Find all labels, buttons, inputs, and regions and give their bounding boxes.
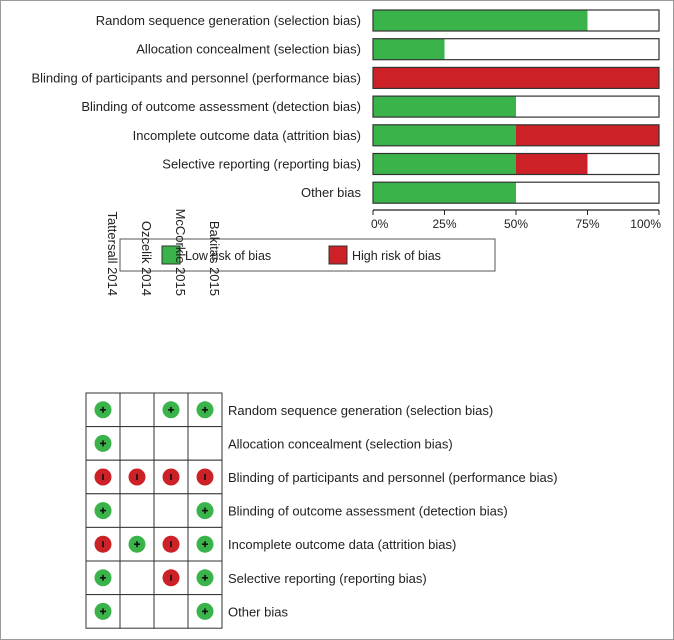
legend-swatch-high xyxy=(328,245,348,265)
x-tick-label: 100% xyxy=(630,217,661,231)
domain-label: Random sequence generation (selection bi… xyxy=(228,403,493,418)
study-name: Bakitas 2015 xyxy=(207,221,222,296)
bar-category-label: Allocation concealment (selection bias) xyxy=(136,42,361,57)
legend-box xyxy=(119,238,496,272)
bar-category-label: Blinding of participants and personnel (… xyxy=(31,70,361,85)
low-risk-bar xyxy=(373,153,516,175)
grid-cell xyxy=(119,594,155,629)
domain-label: Other bias xyxy=(228,604,288,619)
bar-outline xyxy=(372,124,660,147)
bar-outline xyxy=(372,38,660,61)
high-risk-bar xyxy=(516,153,588,175)
x-tick-label: 25% xyxy=(432,217,456,231)
domain-label: Allocation concealment (selection bias) xyxy=(228,436,453,451)
bar-category-label: Random sequence generation (selection bi… xyxy=(96,13,361,28)
low-risk-bar xyxy=(373,10,588,31)
bar-outline xyxy=(372,66,660,90)
bar-category-label: Selective reporting (reporting bias) xyxy=(162,157,361,172)
low-risk-bar xyxy=(373,182,516,204)
bar-category-label: Other bias xyxy=(301,185,361,200)
bar-category-label: Blinding of outcome assessment (detectio… xyxy=(81,99,361,114)
high-risk-bar xyxy=(373,67,659,89)
grid-cell xyxy=(153,493,189,528)
bar-outline xyxy=(372,95,660,118)
low-risk-bar xyxy=(373,96,516,118)
grid-cell xyxy=(119,560,155,596)
grid-cell xyxy=(119,392,155,428)
bar-category-label: Incomplete outcome data (attrition bias) xyxy=(133,128,361,143)
study-name: Ozcelik 2014 xyxy=(139,221,154,296)
high-risk-bar xyxy=(516,124,659,146)
legend-label-low: Low risk of bias xyxy=(185,249,271,263)
grid-cell xyxy=(153,426,189,461)
low-risk-bar xyxy=(373,38,445,60)
legend-swatch-low xyxy=(161,245,181,265)
low-risk-bar xyxy=(373,124,516,146)
domain-label: Incomplete outcome data (attrition bias) xyxy=(228,537,456,552)
domain-label: Blinding of outcome assessment (detectio… xyxy=(228,504,508,519)
x-tick-label: 50% xyxy=(504,217,528,231)
x-tick-label: 75% xyxy=(575,217,599,231)
x-tick-label: 0% xyxy=(371,217,389,231)
grid-cell xyxy=(119,426,155,461)
grid-cell xyxy=(153,594,189,629)
grid-cell xyxy=(187,426,223,461)
legend-label-high: High risk of bias xyxy=(352,249,441,263)
bar-outline xyxy=(372,9,660,32)
study-name: Tattersall 2014 xyxy=(105,211,120,296)
domain-label: Blinding of participants and personnel (… xyxy=(228,470,558,485)
domain-label: Selective reporting (reporting bias) xyxy=(228,571,427,586)
grid-cell xyxy=(119,493,155,528)
bar-outline xyxy=(372,181,660,204)
bar-outline xyxy=(372,152,660,176)
study-name: McCorkle 2015 xyxy=(173,209,188,296)
